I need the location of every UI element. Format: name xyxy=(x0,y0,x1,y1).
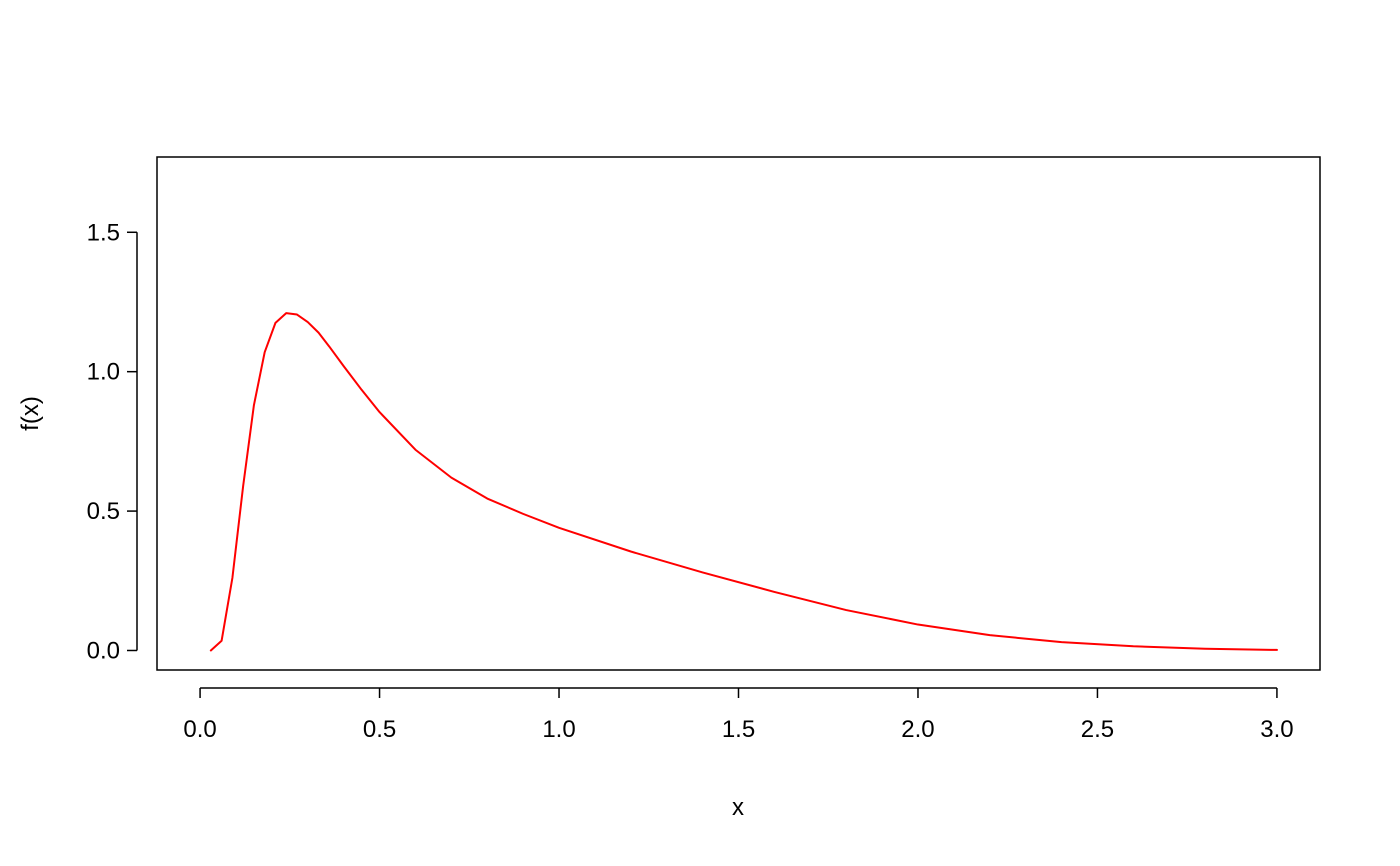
x-tick-label: 3.0 xyxy=(1260,716,1293,743)
y-tick-label: 0.5 xyxy=(87,498,120,525)
x-tick-label: 1.5 xyxy=(722,716,755,743)
y-axis-title: f(x) xyxy=(17,396,44,431)
series-line-0 xyxy=(209,312,1278,652)
x-tick-label: 2.5 xyxy=(1081,716,1114,743)
y-tick-label: 1.0 xyxy=(87,359,120,386)
y-tick-label: 0.0 xyxy=(87,637,120,664)
y-tick-label: 1.5 xyxy=(87,219,120,246)
plot-frame xyxy=(156,156,1321,671)
x-tick-label: 2.0 xyxy=(901,716,934,743)
y-axis: 0.0 0.5 1.0 1.5 xyxy=(87,219,138,664)
x-tick-label: 0.0 xyxy=(183,716,216,743)
series-layer xyxy=(209,312,1278,652)
x-tick-label: 0.5 xyxy=(363,716,396,743)
x-axis: 0.0 0.5 1.0 1.5 2.0 2.5 3.0 xyxy=(183,687,1294,743)
x-tick-label: 1.0 xyxy=(542,716,575,743)
x-axis-title: x xyxy=(732,794,744,821)
